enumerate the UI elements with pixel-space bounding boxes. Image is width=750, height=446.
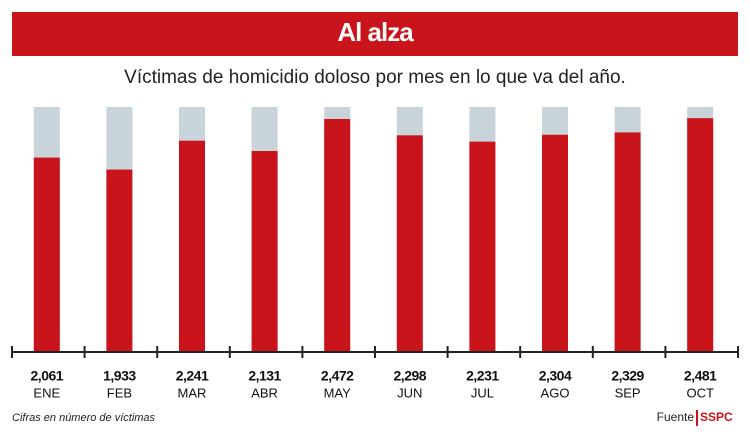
x-tick-label: SEP [615,385,641,400]
bar [324,119,351,352]
bar [106,169,133,351]
value-label: 2,241 [176,368,209,384]
chart-subtitle: Víctimas de homicidio doloso por mes en … [124,67,626,88]
value-label: 2,472 [321,368,354,384]
bar [33,157,60,351]
title-banner [12,12,738,56]
value-label: 2,298 [394,368,427,384]
x-tick-label: FEB [107,385,132,400]
bar [687,118,714,351]
bar [396,135,423,351]
x-tick-label: JUL [471,385,494,400]
source: SSPC [700,410,733,424]
value-label: 2,481 [684,368,717,384]
note: Cifras en número de víctimas [12,412,156,424]
bar [251,151,278,351]
value-label: 2,304 [539,368,572,384]
source-separator [696,410,698,426]
x-tick-label: OCT [686,385,714,400]
bar [542,134,568,351]
bar [469,141,496,351]
x-tick-label: MAY [324,385,352,400]
value-label: 1,933 [103,368,136,384]
chart-title: Al alza [337,17,414,47]
value-label: 2,131 [248,368,281,384]
x-tick-label: JUN [397,385,422,400]
x-tick-label: AGO [541,385,570,400]
bar [179,140,205,351]
source-label: Fuente [657,410,695,424]
value-label: 2,061 [31,368,64,384]
value-label: 2,231 [466,368,499,384]
x-tick-label: ENE [33,385,60,400]
bar [614,132,641,351]
x-tick-label: MAR [178,385,207,400]
x-tick-label: ABR [251,385,278,400]
value-label: 2,329 [611,368,644,384]
